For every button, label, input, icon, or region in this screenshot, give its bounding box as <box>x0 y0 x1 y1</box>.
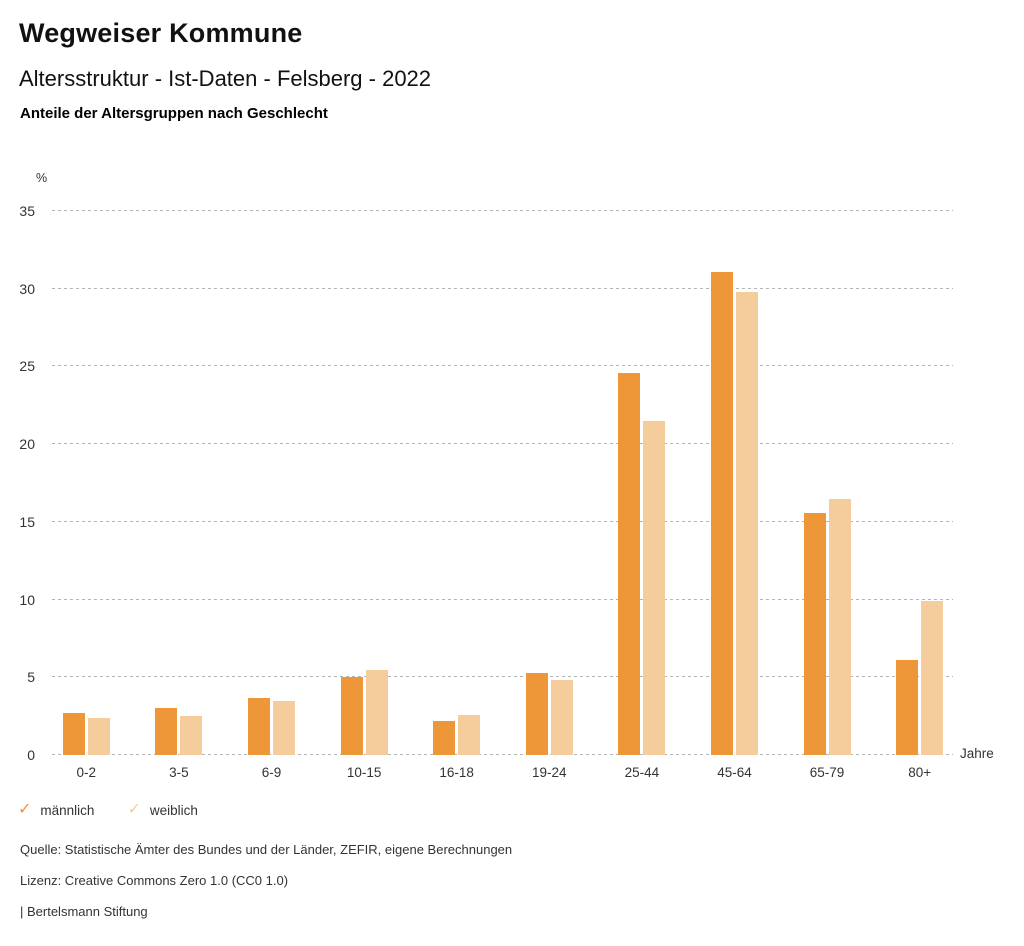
bar-männlich-3-5[interactable] <box>155 708 178 755</box>
bar-männlich-45-64[interactable] <box>710 271 733 755</box>
bar-weiblich-65-79[interactable] <box>828 498 851 755</box>
x-axis-unit-label: Jahre <box>960 746 994 761</box>
checkmark-icon: ✓ <box>18 801 32 818</box>
legend-item-maennlich[interactable]: ✓ männlich <box>18 802 94 818</box>
bar-weiblich-3-5[interactable] <box>180 716 203 755</box>
y-tick-label-25: 25 <box>19 358 35 375</box>
bar-chart-plot-area: 0 5 10 15 20 25 30 35 <box>19 203 953 763</box>
bar-weiblich-80+[interactable] <box>921 601 944 755</box>
bar-group-19-24 <box>503 211 596 755</box>
source-text: Quelle: Statistische Ämter des Bundes un… <box>20 842 513 857</box>
legend-label-weiblich: weiblich <box>149 802 198 818</box>
gridline-30 <box>52 287 953 289</box>
legend-label-maennlich: männlich <box>40 802 95 818</box>
gridline-10 <box>52 598 953 600</box>
x-tick-label-45-64: 45-64 <box>717 765 752 780</box>
bar-weiblich-45-64[interactable] <box>735 291 758 755</box>
x-tick-label-6-9: 6-9 <box>261 765 282 780</box>
bar-männlich-16-18[interactable] <box>433 720 456 755</box>
footer: Quelle: Statistische Ämter des Bundes un… <box>20 843 512 936</box>
bar-weiblich-0-2[interactable] <box>87 717 110 755</box>
license-text: Lizenz: Creative Commons Zero 1.0 (CC0 1… <box>20 873 289 888</box>
x-tick-label-0-2: 0-2 <box>76 765 97 780</box>
bar-group-3-5 <box>133 211 226 755</box>
bars-row <box>40 211 966 755</box>
bar-weiblich-25-44[interactable] <box>643 420 666 755</box>
x-axis-tick-labels: 0-2 3-5 6-9 10-15 16-18 19-24 25-44 45-64 65-79 8… <box>40 765 966 780</box>
bar-männlich-19-24[interactable] <box>525 672 548 755</box>
bar-group-10-15 <box>318 211 411 755</box>
chart-subtitle: Anteile der Altersgruppen nach Geschlech… <box>20 105 328 122</box>
gridline-20 <box>52 443 953 445</box>
gridline-35 <box>52 210 953 211</box>
checkmark-icon: ✓ <box>127 801 141 818</box>
y-tick-label-15: 15 <box>19 513 35 530</box>
bar-männlich-0-2[interactable] <box>62 713 85 755</box>
y-tick-label-5: 5 <box>27 669 35 686</box>
bar-group-6-9 <box>225 211 318 755</box>
x-tick-label-3-5: 3-5 <box>169 765 189 780</box>
bar-männlich-10-15[interactable] <box>340 677 363 755</box>
bar-männlich-6-9[interactable] <box>247 697 270 755</box>
y-tick-label-20: 20 <box>19 436 35 453</box>
bar-männlich-25-44[interactable] <box>618 372 641 755</box>
bar-weiblich-10-15[interactable] <box>365 669 388 755</box>
y-tick-label-35: 35 <box>19 203 35 219</box>
y-tick-label-30: 30 <box>19 280 35 297</box>
bar-männlich-65-79[interactable] <box>803 512 826 755</box>
attribution-text: | Bertelsmann Stiftung <box>20 904 148 919</box>
x-tick-label-25-44: 25-44 <box>624 765 660 780</box>
bar-group-80+ <box>873 211 966 755</box>
x-tick-label-65-79: 65-79 <box>809 765 845 780</box>
x-tick-label-80+: 80+ <box>908 765 932 780</box>
y-tick-label-10: 10 <box>19 591 35 608</box>
chart-title: Altersstruktur - Ist-Daten - Felsberg - … <box>19 66 432 91</box>
bar-weiblich-6-9[interactable] <box>272 700 295 755</box>
x-tick-label-10-15: 10-15 <box>346 765 382 780</box>
bar-group-45-64 <box>688 211 781 755</box>
bar-weiblich-19-24[interactable] <box>550 680 573 755</box>
legend: ✓ männlich ✓ weiblich <box>18 802 198 818</box>
bar-group-0-2 <box>40 211 133 755</box>
bar-männlich-80+[interactable] <box>896 660 919 755</box>
gridline-0 <box>52 754 953 755</box>
x-tick-label-16-18: 16-18 <box>439 765 474 780</box>
bar-group-25-44 <box>596 211 689 755</box>
gridline-25 <box>52 365 953 367</box>
x-tick-label-19-24: 19-24 <box>532 765 567 780</box>
bar-weiblich-16-18[interactable] <box>458 714 481 755</box>
legend-item-weiblich[interactable]: ✓ weiblich <box>127 802 197 818</box>
gridline-5 <box>52 676 953 678</box>
y-axis-unit-label: % <box>36 171 48 185</box>
bar-group-65-79 <box>781 211 874 755</box>
page-title: Wegweiser Kommune <box>19 18 303 48</box>
bar-group-16-18 <box>410 211 503 755</box>
y-tick-label-0: 0 <box>27 747 35 763</box>
gridline-15 <box>52 520 953 522</box>
